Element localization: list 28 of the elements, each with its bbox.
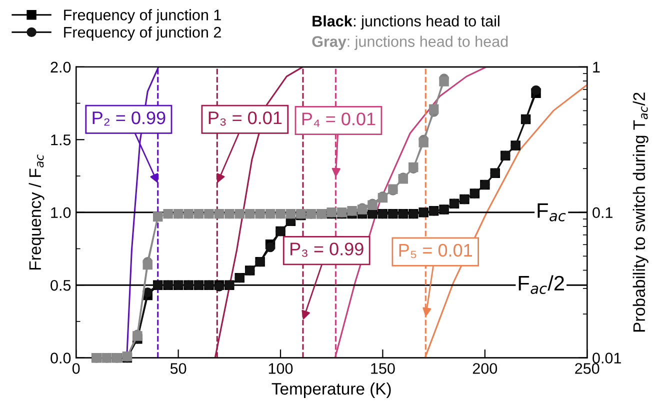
x-tick-label: 200 — [472, 363, 498, 374]
annotation: P₃ = 0.99 — [290, 242, 364, 257]
text: Gray: junctions head to head — [312, 36, 508, 50]
annotation: P₃ = 0.01 — [208, 111, 282, 126]
y2-tick-label: 0.01 — [592, 352, 621, 364]
x-tick-label: 250 — [575, 363, 600, 374]
legend-label: Frequency of junction 2 — [64, 26, 221, 41]
y-axis-title: Frequency / F$_{ac}$ — [28, 154, 44, 270]
y2-tick-label: 1 — [593, 62, 600, 72]
annotation: P₂ = 0.99 — [92, 111, 166, 126]
y-tick-label: 1.5 — [51, 134, 71, 146]
x-tick-label: 100 — [268, 363, 293, 374]
y2-tick-label: 0.1 — [592, 207, 612, 218]
x-tick-label: 150 — [371, 363, 395, 374]
ref-line-label: F$_{ac}$/2 — [518, 275, 564, 294]
annotation: P₅ = 0.01 — [399, 244, 472, 258]
y-tick-label: 0.5 — [50, 280, 71, 291]
y-tick-label: 1.0 — [51, 207, 71, 218]
y2-axis-title: Probability to switch during T$_{ac}$/2 — [632, 92, 648, 332]
text: Black: junctions head to tail — [312, 15, 500, 30]
x-tick-label: 0 — [72, 363, 80, 374]
legend-label: Frequency of junction 1 — [64, 9, 221, 24]
ref-line-label: F$_{ac}$ — [538, 203, 566, 222]
y-tick-label: 2.0 — [50, 62, 71, 73]
annotation: P₄ = 0.01 — [302, 112, 376, 127]
x-axis-title: Temperature (K) — [272, 382, 391, 398]
y-tick-label: 0.0 — [50, 352, 71, 364]
x-tick-label: 50 — [170, 363, 186, 374]
